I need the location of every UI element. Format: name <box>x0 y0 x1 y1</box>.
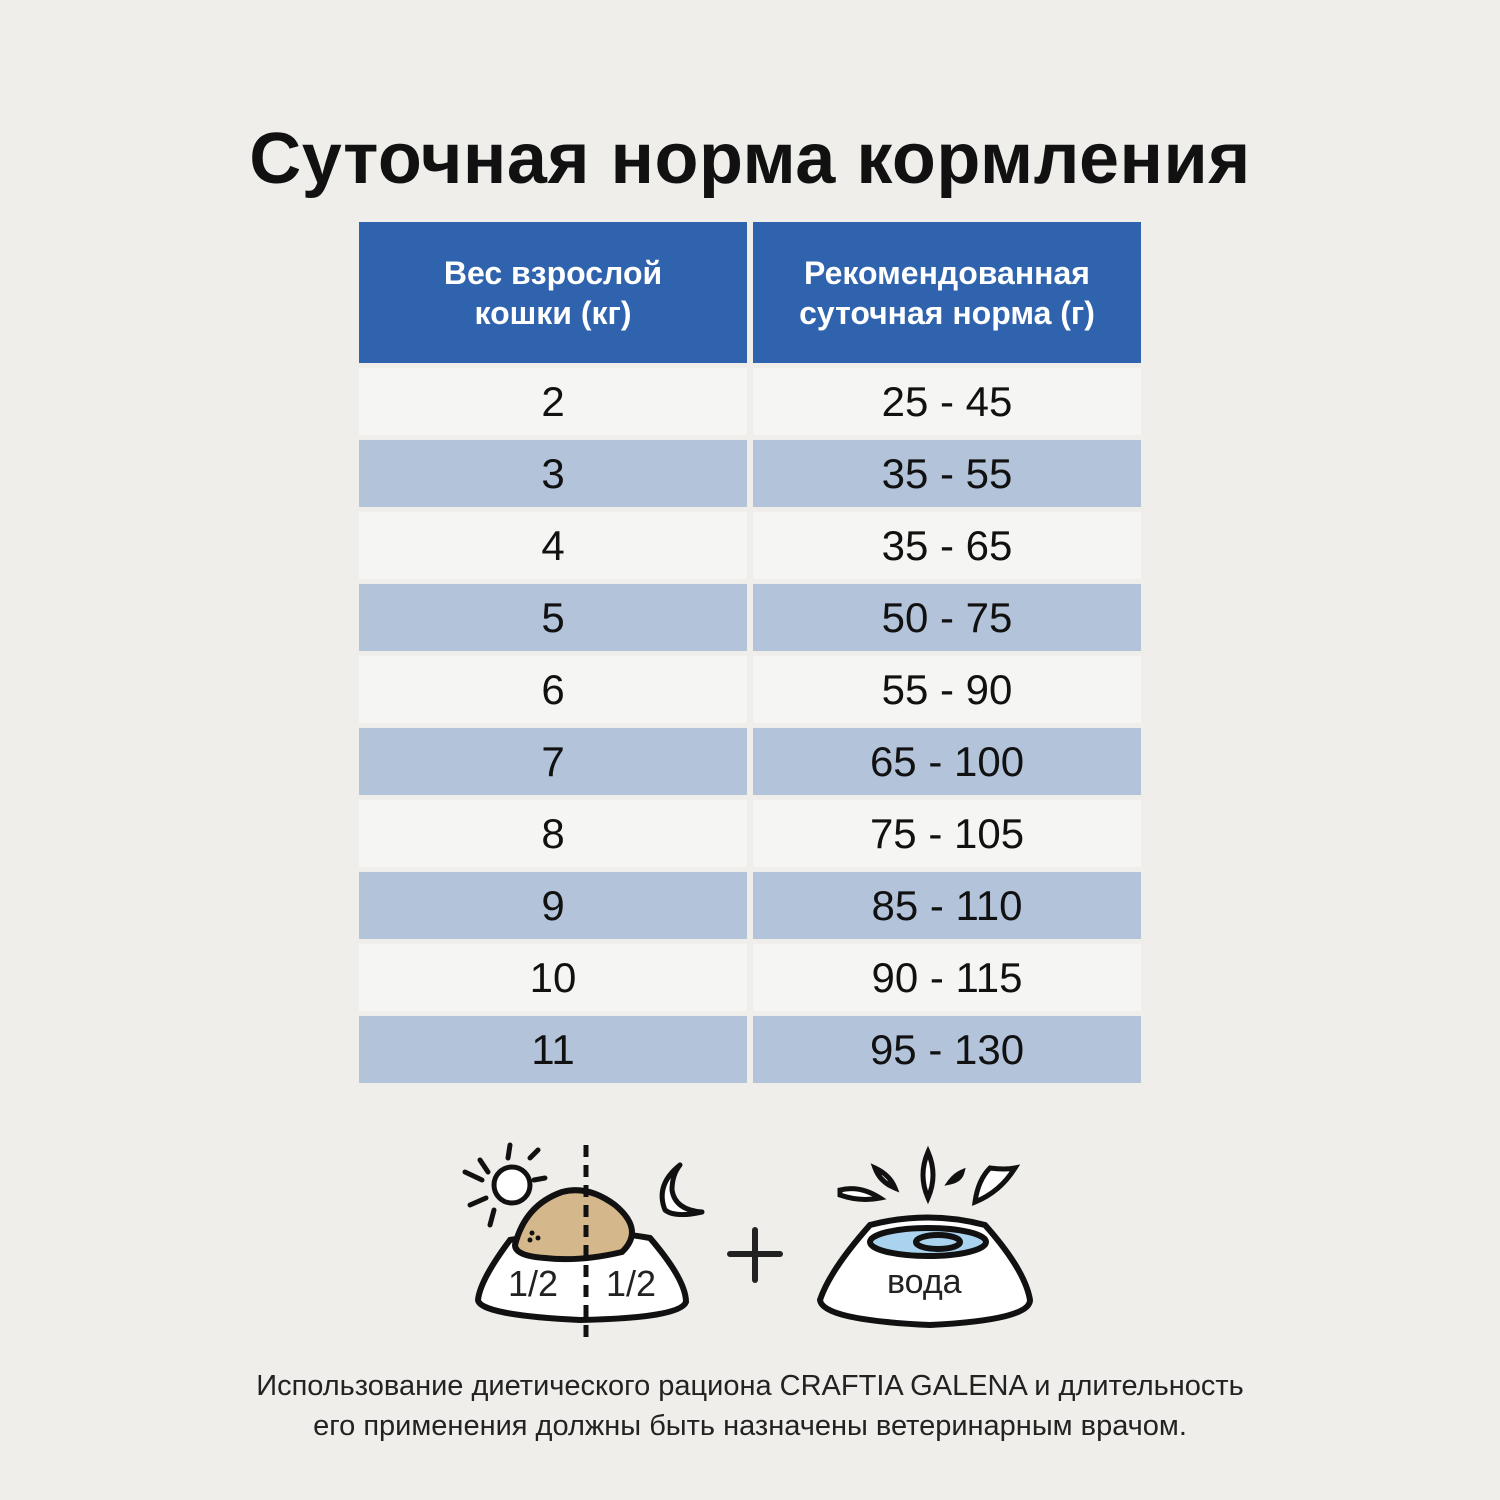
norm-cell: 50 - 75 <box>753 584 1141 651</box>
weight-cell: 7 <box>359 728 747 795</box>
morning-portion-label: 1/2 <box>508 1263 559 1304</box>
water-label: вода <box>887 1263 962 1301</box>
table-row: 4 35 - 65 <box>359 512 1141 579</box>
weight-cell: 6 <box>359 656 747 723</box>
header-weight: Вес взрослой кошки (кг) <box>359 222 747 363</box>
norm-cell: 85 - 110 <box>753 872 1141 939</box>
page-title: Суточная норма кормления <box>249 119 1251 199</box>
weight-cell: 4 <box>359 512 747 579</box>
table-header: Вес взрослой кошки (кг) Рекомендованная … <box>359 222 1141 363</box>
table-row: 2 25 - 45 <box>359 368 1141 435</box>
feeding-table: Вес взрослой кошки (кг) Рекомендованная … <box>359 222 1141 1083</box>
evening-portion-label: 1/2 <box>606 1263 657 1304</box>
table-row: 7 65 - 100 <box>359 728 1141 795</box>
weight-cell: 8 <box>359 800 747 867</box>
norm-cell: 90 - 115 <box>753 944 1141 1011</box>
weight-cell: 11 <box>359 1016 747 1083</box>
plus-icon <box>727 1227 783 1283</box>
note-line-2: его применения должны быть назначены вет… <box>313 1410 1187 1442</box>
note-line-1: Использование диетического рациона CRAFT… <box>256 1370 1244 1402</box>
table-row: 9 85 - 110 <box>359 872 1141 939</box>
water-bowl-icon <box>816 1214 1034 1329</box>
table-row: 10 90 - 115 <box>359 944 1141 1011</box>
norm-cell: 35 - 55 <box>753 440 1141 507</box>
water-splash-icon <box>837 1145 1021 1206</box>
header-norm: Рекомендованная суточная норма (г) <box>753 222 1141 363</box>
disclaimer-note: Использование диетического рациона CRAFT… <box>0 1366 1500 1446</box>
table-row: 11 95 - 130 <box>359 1016 1141 1083</box>
table-row: 3 35 - 55 <box>359 440 1141 507</box>
bowls-svg <box>462 1142 1034 1345</box>
weight-cell: 9 <box>359 872 747 939</box>
norm-cell: 75 - 105 <box>753 800 1141 867</box>
food-bowl-icon <box>474 1145 690 1345</box>
weight-cell: 3 <box>359 440 747 507</box>
table-row: 5 50 - 75 <box>359 584 1141 651</box>
moon-icon <box>659 1162 705 1218</box>
norm-cell: 95 - 130 <box>753 1016 1141 1083</box>
weight-cell: 2 <box>359 368 747 435</box>
norm-cell: 55 - 90 <box>753 656 1141 723</box>
feeding-illustration: 1/2 1/2 вода <box>450 1130 1050 1350</box>
norm-cell: 25 - 45 <box>753 368 1141 435</box>
table-row: 8 75 - 105 <box>359 800 1141 867</box>
table-row: 6 55 - 90 <box>359 656 1141 723</box>
weight-cell: 5 <box>359 584 747 651</box>
sun-icon <box>462 1142 548 1228</box>
norm-cell: 35 - 65 <box>753 512 1141 579</box>
weight-cell: 10 <box>359 944 747 1011</box>
norm-cell: 65 - 100 <box>753 728 1141 795</box>
